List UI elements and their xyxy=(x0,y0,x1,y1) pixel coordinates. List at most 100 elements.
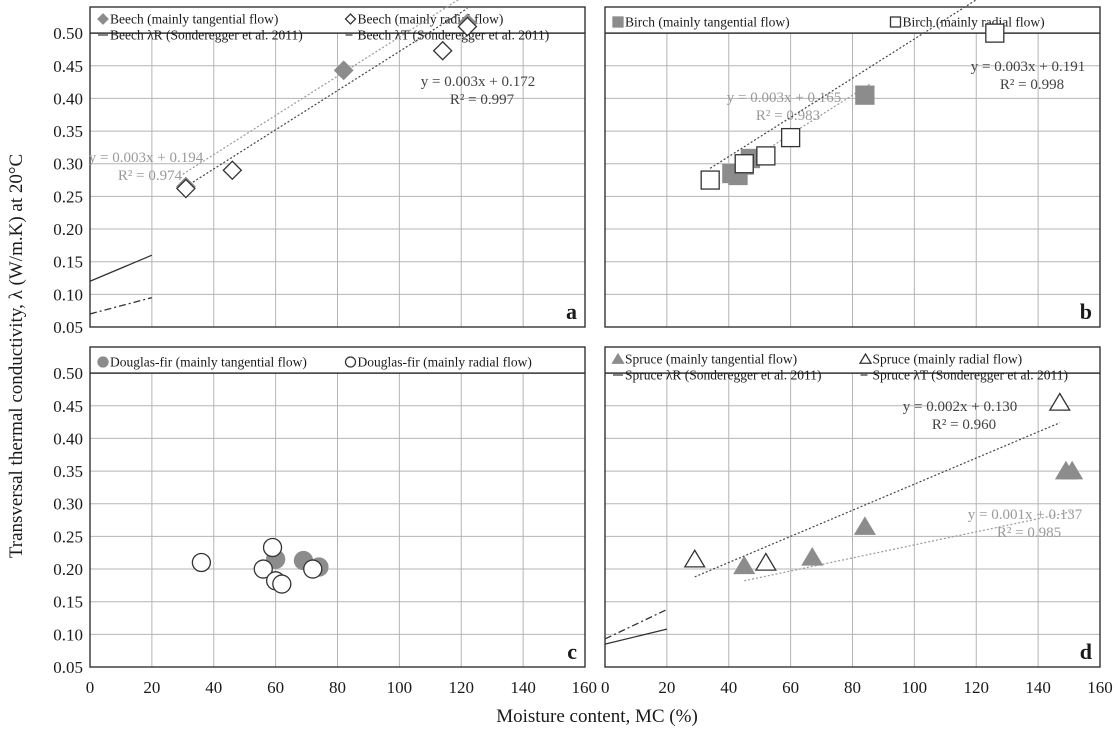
legend-item: Douglas-fir (mainly radial flow) xyxy=(344,355,532,370)
data-point xyxy=(733,555,756,575)
y-tick-label: 0.30 xyxy=(53,495,83,514)
plot-frame xyxy=(89,346,586,668)
data-point xyxy=(853,516,876,535)
data-point xyxy=(734,154,754,174)
legend-label: Spruce λR (Sonderegger et al. 2011) xyxy=(625,368,822,383)
data-point xyxy=(222,160,243,181)
legend-label: Beech λR (Sonderegger et al. 2011) xyxy=(110,28,303,43)
data-point xyxy=(700,170,720,190)
panel-letter: d xyxy=(1080,639,1092,664)
y-tick-label: 0.25 xyxy=(53,187,83,206)
x-tick-label: 120 xyxy=(449,678,475,697)
legend-label: Douglas-fir (mainly radial flow) xyxy=(358,355,532,370)
trendline xyxy=(709,0,978,169)
trendline-r2: R² = 0.985 xyxy=(997,525,1061,541)
y-tick-label: 0.20 xyxy=(53,560,83,579)
y-tick-label: 0.25 xyxy=(53,527,83,546)
y-tick-label: 0.10 xyxy=(53,285,83,304)
reference-line xyxy=(89,296,153,315)
trendline-equation: y = 0.003x + 0.172 xyxy=(421,74,535,90)
legend-label: Beech (mainly tangential flow) xyxy=(110,12,278,27)
legend: Douglas-fir (mainly tangential flow) Doug… xyxy=(97,355,532,370)
trendline-equation: y = 0.003x + 0.194 xyxy=(89,150,204,166)
y-axis-title: Transversal thermal conductivity, λ (W/m… xyxy=(6,154,27,558)
legend-swatch xyxy=(97,13,109,25)
data-point xyxy=(683,548,706,568)
panel-b: b Birch (mainly tangential flow) Birch (ma… xyxy=(604,0,1101,328)
data-point xyxy=(457,16,478,37)
legend-item: Beech λR (Sonderegger et al. 2011) xyxy=(98,28,303,43)
data-point xyxy=(756,146,776,166)
y-tick-label: 0.20 xyxy=(53,220,83,239)
trendline-r2: R² = 0.983 xyxy=(756,108,820,124)
legend-swatch xyxy=(889,16,902,28)
trendline-r2: R² = 0.960 xyxy=(932,417,996,433)
trendline-equation: y = 0.002x + 0.130 xyxy=(903,399,1017,415)
y-tick-label: 0.30 xyxy=(53,155,83,174)
data-point xyxy=(432,40,453,61)
y-tick-label: 0.10 xyxy=(53,625,83,644)
legend-item: Spruce (mainly tangential flow) xyxy=(611,352,797,367)
data-point xyxy=(1048,392,1071,411)
trendline-r2: R² = 0.997 xyxy=(450,92,515,108)
legend-label: Birch (mainly radial flow) xyxy=(903,15,1045,30)
legend-item: Douglas-fir (mainly tangential flow) xyxy=(97,355,307,370)
legend-item: Birch (mainly radial flow) xyxy=(889,15,1045,30)
trendline xyxy=(182,7,468,190)
y-tick-label: 0.15 xyxy=(53,593,83,612)
panel-letter: a xyxy=(566,299,577,324)
x-tick-label: 100 xyxy=(387,678,413,697)
legend-label: Birch (mainly tangential flow) xyxy=(625,15,790,30)
x-tick-label: 100 xyxy=(902,678,928,697)
x-tick-label: 60 xyxy=(267,678,284,697)
panel-letter: b xyxy=(1080,299,1092,324)
x-tick-label: 0 xyxy=(86,678,95,697)
data-point xyxy=(333,60,354,81)
y-tick-label: 0.40 xyxy=(53,89,83,108)
panel-c: 0.05 0.10 0.15 0.20 0.25 0.30 0.35 0.40 0.45 0.50… xyxy=(53,346,597,697)
data-point xyxy=(175,178,196,199)
data-point xyxy=(191,552,212,573)
y-tick-label: 0.50 xyxy=(53,364,83,383)
x-tick-label: 80 xyxy=(329,678,346,697)
panels: 0.05 0.10 0.15 0.20 0.25 0.30 0.35 0.40 0.45 0.50… xyxy=(53,0,1113,697)
x-tick-label: 160 xyxy=(1087,678,1113,697)
plot-frame xyxy=(89,6,586,328)
legend-swatch xyxy=(858,352,873,364)
legend-swatch xyxy=(611,352,625,364)
x-tick-label: 20 xyxy=(143,678,160,697)
legend: Beech (mainly tangential flow) Beech (mai… xyxy=(97,12,549,43)
legend-item: Birch (mainly tangential flow) xyxy=(612,15,790,30)
reference-line xyxy=(89,254,153,282)
data-point xyxy=(801,547,824,566)
y-tick-label: 0.45 xyxy=(53,57,83,76)
x-tick-label: 0 xyxy=(601,678,610,697)
x-tick-label: 80 xyxy=(844,678,861,697)
data-point xyxy=(754,552,777,571)
legend-item: Beech λT (Sonderegger et al. 2011) xyxy=(345,28,549,43)
x-tick-label: 40 xyxy=(205,678,222,697)
x-tick-label: 20 xyxy=(658,678,675,697)
data-point xyxy=(985,23,1005,43)
y-tick-label: 0.05 xyxy=(53,318,83,337)
y-tick-label: 0.35 xyxy=(53,462,83,481)
trendline xyxy=(694,422,1061,578)
reference-line xyxy=(604,628,668,645)
trendline-equation: y = 0.001x + 0.137 xyxy=(968,507,1083,523)
legend-label: Beech (mainly radial flow) xyxy=(358,12,504,27)
legend-item: Spruce (mainly radial flow) xyxy=(858,352,1022,367)
trendline-equation: y = 0.003x + 0.165 xyxy=(727,90,841,106)
panel-a: 0.05 0.10 0.15 0.20 0.25 0.30 0.35 0.40 0.45 0.50… xyxy=(53,0,586,337)
panel-letter: c xyxy=(567,639,577,664)
plot-frame xyxy=(604,6,1101,328)
legend-swatch xyxy=(344,356,357,368)
legend-item: Spruce λR (Sonderegger et al. 2011) xyxy=(613,368,822,383)
legend-swatch xyxy=(97,356,109,368)
y-tick-label: 0.35 xyxy=(53,122,83,141)
x-axis-title: Moisture content, MC (%) xyxy=(496,706,698,727)
y-tick-label: 0.05 xyxy=(53,658,83,677)
x-tick-label: 40 xyxy=(720,678,737,697)
series xyxy=(175,16,478,199)
legend-item: Beech (mainly tangential flow) xyxy=(97,12,278,27)
